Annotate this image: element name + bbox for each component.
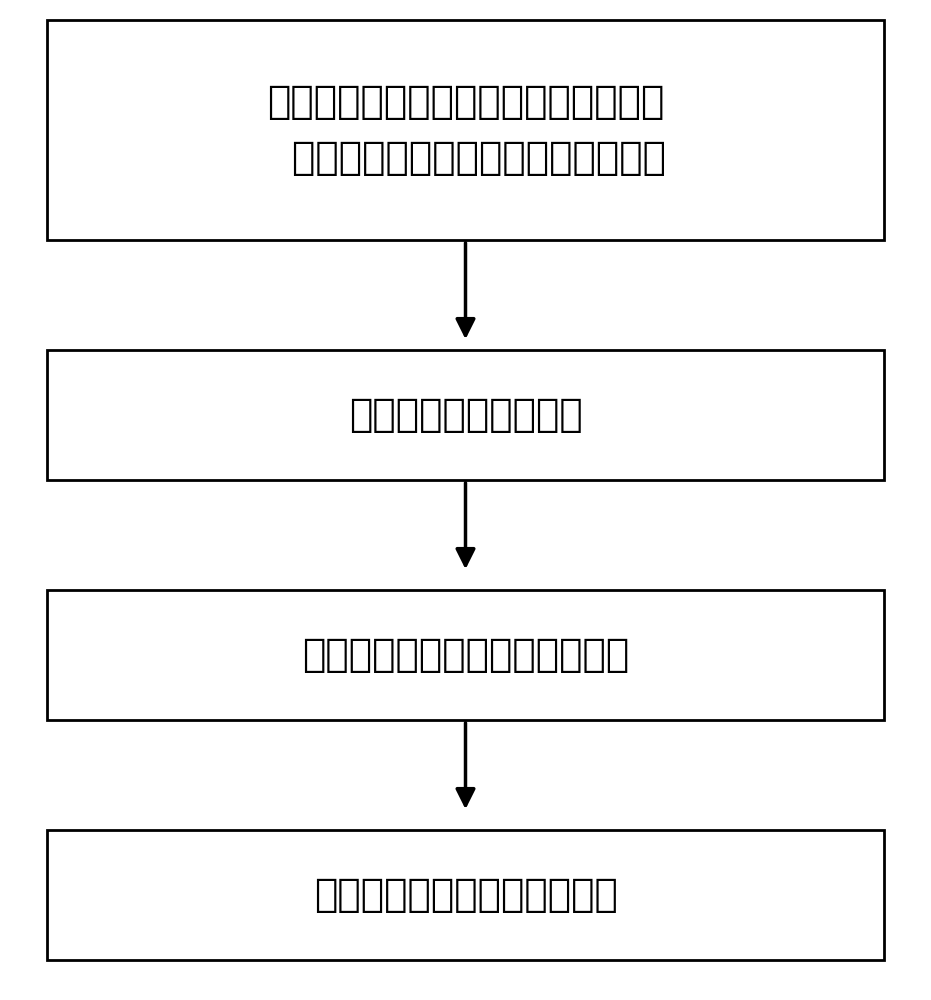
FancyBboxPatch shape: [47, 830, 884, 960]
FancyBboxPatch shape: [47, 350, 884, 480]
Text: 按照实验方案开展瞬态响应测试: 按照实验方案开展瞬态响应测试: [302, 636, 629, 674]
FancyBboxPatch shape: [47, 590, 884, 720]
Text: 系统调试并进行预测试: 系统调试并进行预测试: [348, 396, 583, 434]
Text: 分析实验数据，获得特征规律: 分析实验数据，获得特征规律: [314, 876, 617, 914]
Text: 确定辐射粒子或射线种类、确定注量率
  或剂量率、确定入射方向、采集方式: 确定辐射粒子或射线种类、确定注量率 或剂量率、确定入射方向、采集方式: [265, 83, 666, 177]
FancyBboxPatch shape: [47, 20, 884, 240]
